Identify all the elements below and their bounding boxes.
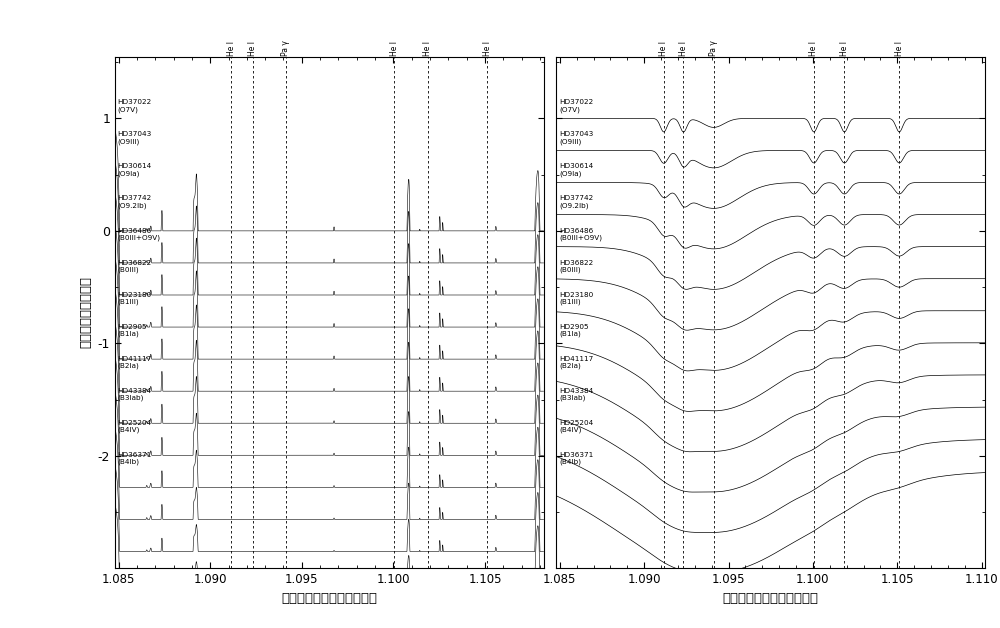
Text: He I: He I <box>227 41 236 56</box>
Text: HD37742
(O9.2Ib): HD37742 (O9.2Ib) <box>118 195 152 209</box>
Text: HD36486
(B0III+O9V): HD36486 (B0III+O9V) <box>559 227 602 241</box>
Text: He I: He I <box>390 41 399 56</box>
Text: He I: He I <box>423 41 432 56</box>
Text: He I: He I <box>659 41 668 56</box>
Text: HD37022
(O7V): HD37022 (O7V) <box>118 99 152 113</box>
Text: He I: He I <box>483 41 492 56</box>
Text: Pa γ: Pa γ <box>709 40 718 56</box>
Text: HD41117
(B2Ia): HD41117 (B2Ia) <box>118 355 152 369</box>
Text: HD2905
(B1Ia): HD2905 (B1Ia) <box>118 323 147 337</box>
X-axis label: 波長（マイクロメートル）: 波長（マイクロメートル） <box>723 592 819 605</box>
Text: HD37043
(O9III): HD37043 (O9III) <box>118 131 152 145</box>
Text: He I: He I <box>840 41 849 56</box>
Y-axis label: 規格化した光の強度: 規格化した光の強度 <box>79 276 92 349</box>
Text: He I: He I <box>809 41 818 56</box>
Text: HD37043
(O9III): HD37043 (O9III) <box>559 131 593 145</box>
Text: He I: He I <box>679 41 688 56</box>
Text: HD37742
(O9.2Ib): HD37742 (O9.2Ib) <box>559 195 593 209</box>
Text: HD36371
(B4Ib): HD36371 (B4Ib) <box>559 452 593 465</box>
Text: HD25204
(B4IV): HD25204 (B4IV) <box>559 420 593 433</box>
Text: HD36822
(B0III): HD36822 (B0III) <box>118 259 152 273</box>
Text: HD43384
(B3Iab): HD43384 (B3Iab) <box>118 388 152 401</box>
Text: HD37022
(O7V): HD37022 (O7V) <box>559 99 593 113</box>
Text: HD36822
(B0III): HD36822 (B0III) <box>559 259 593 273</box>
Text: HD30614
(O9Ia): HD30614 (O9Ia) <box>118 163 152 177</box>
Text: HD23180
(B1III): HD23180 (B1III) <box>118 291 152 305</box>
Text: HD25204
(B4IV): HD25204 (B4IV) <box>118 420 152 433</box>
X-axis label: 波長（マイクロメートル）: 波長（マイクロメートル） <box>281 592 377 605</box>
Text: HD36486
(B0III+O9V): HD36486 (B0III+O9V) <box>118 227 161 241</box>
Text: HD30614
(O9Ia): HD30614 (O9Ia) <box>559 163 593 177</box>
Text: He I: He I <box>248 41 257 56</box>
Text: He I: He I <box>895 41 904 56</box>
Text: HD2905
(B1Ia): HD2905 (B1Ia) <box>559 323 589 337</box>
Text: HD43384
(B3Iab): HD43384 (B3Iab) <box>559 388 593 401</box>
Text: HD41117
(B2Ia): HD41117 (B2Ia) <box>559 355 593 369</box>
Text: Pa γ: Pa γ <box>281 40 290 56</box>
Text: HD36371
(B4Ib): HD36371 (B4Ib) <box>118 452 152 465</box>
Text: HD23180
(B1III): HD23180 (B1III) <box>559 291 593 305</box>
